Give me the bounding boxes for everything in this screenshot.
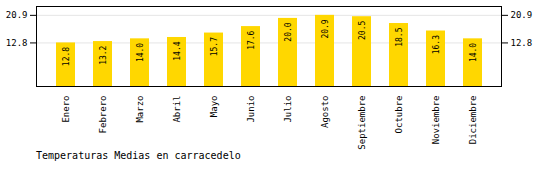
svg-text:Marzo: Marzo	[135, 96, 145, 123]
svg-text:17.6: 17.6	[247, 30, 256, 49]
svg-text:12.8: 12.8	[6, 38, 28, 48]
svg-text:12.8: 12.8	[62, 47, 71, 66]
svg-text:12.8: 12.8	[511, 38, 533, 48]
svg-text:13.2: 13.2	[99, 45, 108, 64]
svg-text:20.0: 20.0	[284, 22, 293, 41]
svg-text:Junio: Junio	[246, 96, 256, 123]
svg-text:Febrero: Febrero	[98, 96, 108, 134]
svg-text:Octubre: Octubre	[394, 96, 404, 134]
svg-text:20.5: 20.5	[358, 21, 367, 40]
svg-text:20.9: 20.9	[321, 19, 330, 38]
svg-text:Abril: Abril	[172, 96, 182, 123]
svg-text:Noviembre: Noviembre	[431, 96, 441, 145]
svg-text:Julio: Julio	[283, 96, 293, 123]
svg-text:Mayo: Mayo	[209, 96, 219, 118]
svg-text:20.9: 20.9	[6, 10, 28, 20]
svg-text:18.5: 18.5	[395, 27, 404, 46]
svg-text:Enero: Enero	[61, 96, 71, 123]
svg-text:15.7: 15.7	[210, 37, 219, 56]
svg-text:20.9: 20.9	[511, 10, 533, 20]
svg-text:14.0: 14.0	[136, 43, 145, 62]
svg-text:16.3: 16.3	[432, 35, 441, 54]
svg-text:14.4: 14.4	[173, 41, 182, 60]
svg-text:Septiembre: Septiembre	[357, 96, 367, 150]
svg-text:14.0: 14.0	[469, 43, 478, 62]
svg-text:Diciembre: Diciembre	[468, 96, 478, 145]
html-text:Temperaturas Medias en carrace: Temperaturas Medias en carracedelo	[36, 150, 241, 161]
svg-text:Agosto: Agosto	[320, 96, 330, 129]
